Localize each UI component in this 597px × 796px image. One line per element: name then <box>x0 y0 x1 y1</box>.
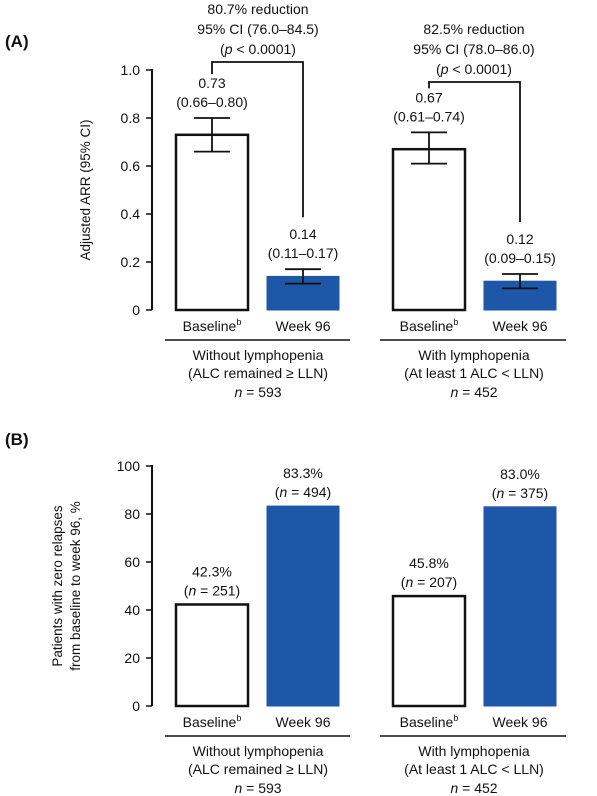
panel-a-label: (A) <box>5 32 29 51</box>
panel-b-y-tick-label: 40 <box>124 602 140 618</box>
panel-a-y-tick-label: 0.2 <box>121 254 141 270</box>
panel-b-bar-1 <box>174 603 250 708</box>
panel-b-y-tick-label: 100 <box>117 458 141 474</box>
panel-a-bar-2-value-label: 0.14 <box>289 226 316 242</box>
panel-b-bar-2 <box>266 505 340 707</box>
panel-b-category-label-2: Week 96 <box>276 714 331 730</box>
panel-a-annotation-2-p-value: (p < 0.0001) <box>436 61 512 77</box>
panel-a-annotation-1-reduction: 80.7% reduction <box>207 1 308 17</box>
panel-b-group-1-title: Without lymphopenia <box>193 743 324 759</box>
panel-b-y-axis-label-line2: from baseline to week 96, % <box>68 501 83 671</box>
panel-b-y-tick-label: 60 <box>124 554 140 570</box>
panel-a-bar-1-ci-label: (0.66–0.80) <box>176 94 248 110</box>
panel-a-bar-2-ci-label: (0.11–0.17) <box>268 245 339 261</box>
panel-a-bracket-1 <box>211 61 304 218</box>
panel-b-label: (B) <box>5 430 29 449</box>
panel-a-category-label-1: Baselineb <box>183 317 242 334</box>
panel-b-bar-4-n-label: (n = 375) <box>492 485 548 501</box>
panel-b-group-2-n: n = 452 <box>450 780 497 796</box>
panel-b-bar-1-n-label: (n = 251) <box>184 582 240 598</box>
panel-b-bar-4-percent-label: 83.0% <box>500 466 540 482</box>
panel-b-category-label-3: Baselineb <box>400 713 459 730</box>
panel-a-y-tick-label: 0.8 <box>121 110 141 126</box>
panel-b-bar-3-n-label: (n = 207) <box>401 574 457 590</box>
panel-a-group-2-title: With lymphopenia <box>418 347 529 363</box>
panel-a-bar-4-value-label: 0.12 <box>506 231 533 247</box>
panel-a-y-tick-label: 0 <box>132 302 140 318</box>
panel-b-group-1-criterion: (ALC remained ≥ LLN) <box>188 761 328 777</box>
panel-b-group-1-n: n = 593 <box>234 780 281 796</box>
panel-a-bar-3 <box>391 147 467 312</box>
panel-a-category-label-3: Baselineb <box>400 317 459 334</box>
panel-b-bar-3 <box>391 594 467 708</box>
panel-b-bar-1-percent-label: 42.3% <box>192 563 232 579</box>
panel-b-group-2-criterion: (At least 1 ALC < LLN) <box>404 761 544 777</box>
panel-a-category-label-4: Week 96 <box>493 318 548 334</box>
panel-a-y-tick-label: 0.6 <box>121 158 141 174</box>
panel-a-y-tick-label: 1.0 <box>121 62 141 78</box>
panel-a-group-1-n: n = 593 <box>234 384 281 400</box>
panel-a-y-tick-label: 0.4 <box>121 206 141 222</box>
panel-b-bar-4 <box>483 506 557 707</box>
panel-a-category-label-2: Week 96 <box>276 318 331 334</box>
panel-a-group-2-criterion: (At least 1 ALC < LLN) <box>404 365 544 381</box>
panel-b-y-tick-label: 20 <box>124 650 140 666</box>
panel-a-annotation-2-ci: 95% CI (78.0–86.0) <box>413 41 534 57</box>
panel-a-bar-1 <box>174 133 250 312</box>
panel-b-bar-2-percent-label: 83.3% <box>283 465 323 481</box>
panel-b-bar-3-percent-label: 45.8% <box>409 555 449 571</box>
panel-a-bar-4-ci-label: (0.09–0.15) <box>484 250 556 266</box>
panel-b-group-2-title: With lymphopenia <box>418 743 529 759</box>
panel-a-annotation-1-p-value: (p < 0.0001) <box>220 41 296 57</box>
panel-a-annotation-2-reduction: 82.5% reduction <box>423 21 524 37</box>
panel-a-bracket-2 <box>428 81 521 222</box>
panel-a-group-1-title: Without lymphopenia <box>193 347 324 363</box>
panel-b-bar-2-n-label: (n = 494) <box>275 484 331 500</box>
panel-b-y-axis-label-line1: Patients with zero relapses <box>50 505 65 667</box>
panel-a-y-axis-label: Adjusted ARR (95% CI) <box>78 119 93 260</box>
panel-a-bar-3-ci-label: (0.61–0.74) <box>393 108 465 124</box>
panel-b-y-tick-label: 0 <box>132 698 140 714</box>
panel-a-annotation-1-ci: 95% CI (76.0–84.5) <box>197 21 318 37</box>
panel-a-group-1-criterion: (ALC remained ≥ LLN) <box>188 365 328 381</box>
panel-a-bar-3-value-label: 0.67 <box>415 89 442 105</box>
panel-b-category-label-1: Baselineb <box>183 713 242 730</box>
panel-a-group-2-n: n = 452 <box>450 384 497 400</box>
panel-b-category-label-4: Week 96 <box>493 714 548 730</box>
panel-a-bar-1-value-label: 0.73 <box>198 75 225 91</box>
panel-b-y-tick-label: 80 <box>124 506 140 522</box>
